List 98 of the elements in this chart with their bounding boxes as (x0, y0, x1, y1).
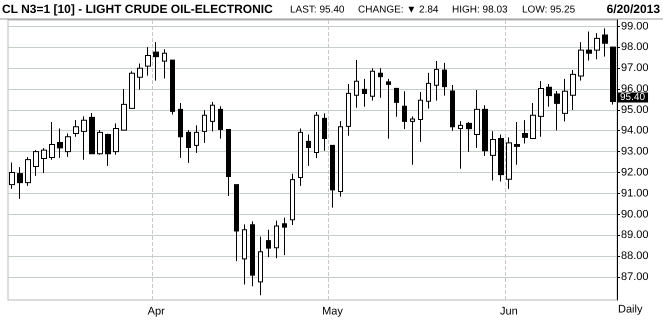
candlestick (338, 120, 343, 198)
candlestick (274, 220, 279, 259)
candlestick (394, 88, 399, 118)
chart-title: CL N3=1 [10] - LIGHT CRUDE OIL-ELECTRONIC (2, 2, 274, 16)
chart-subtitle: 6/20/2013 (606, 2, 660, 16)
candlestick (17, 166, 23, 200)
candlestick (530, 102, 536, 139)
candlestick (153, 42, 159, 82)
y-tick-label: 94.00 (621, 124, 649, 137)
candlestick (282, 217, 287, 256)
candlestick (322, 112, 327, 152)
candlestick (49, 121, 55, 160)
candlestick (570, 69, 576, 111)
candlestick (602, 28, 608, 58)
candlestick (218, 106, 223, 140)
candlestick (81, 116, 87, 160)
candlestick (186, 130, 191, 164)
candlestick (586, 30, 592, 62)
text: LAST: 95.40 (290, 4, 345, 16)
text: LOW: 95.25 (522, 4, 576, 16)
candlestick (466, 121, 472, 152)
candlestick (298, 128, 303, 186)
candlestick (426, 72, 431, 110)
x-tick-label: Jun (500, 306, 518, 318)
candlestick (378, 68, 383, 98)
candlestick (330, 144, 335, 208)
candlestick (210, 101, 215, 132)
y-tick-label: 90.00 (621, 208, 649, 220)
candlestick (105, 133, 111, 166)
candlestick (290, 173, 295, 226)
candlestick (386, 78, 391, 140)
candlestick (65, 132, 71, 158)
candlestick (514, 121, 520, 166)
candlestick (594, 32, 600, 60)
candlestick (266, 229, 271, 258)
y-tick-label: 89.00 (621, 229, 649, 242)
candlestick (258, 236, 263, 296)
candlestick (402, 90, 407, 130)
y-tick-label: 87.00 (621, 271, 649, 284)
candlestick (178, 102, 183, 158)
candlestick (346, 83, 351, 136)
candlestick (57, 128, 63, 158)
text: 95.40 (620, 92, 646, 103)
candlestick (170, 59, 175, 115)
x-axis-title: Daily (618, 304, 643, 316)
candlestick (129, 70, 135, 110)
candlestick (554, 90, 560, 131)
candlestick (474, 90, 480, 148)
y-tick-label: 98.00 (621, 41, 649, 54)
x-tick-label: May (322, 306, 344, 318)
candlestick (25, 156, 31, 186)
candlestick (546, 83, 552, 108)
candlestick (306, 134, 311, 166)
y-tick-label: 99.00 (621, 20, 649, 32)
candlestick (137, 62, 143, 90)
candlestick (522, 120, 528, 144)
y-tick-label: 91.00 (621, 187, 649, 200)
candlestick (538, 80, 544, 138)
y-tick-label: 93.00 (621, 146, 649, 158)
x-tick-label: Apr (148, 306, 166, 318)
candlestick (506, 136, 512, 190)
candlestick (450, 84, 455, 132)
candlestick (97, 130, 103, 156)
text: CHANGE: ▼ 2.84 (358, 4, 439, 16)
candlestick (145, 46, 151, 76)
text: HIGH: 98.03 (452, 4, 508, 16)
candlestick (250, 220, 255, 287)
candlestick (41, 148, 47, 174)
candlestick (234, 184, 239, 262)
y-tick-label: 95.00 (621, 104, 649, 116)
candlestick (562, 78, 568, 122)
candlestick (73, 120, 79, 138)
candlestick (482, 104, 488, 156)
candlestick (9, 162, 15, 190)
y-tick-label: 88.00 (621, 250, 649, 262)
candlestick (458, 120, 463, 170)
candlestick (202, 110, 207, 144)
candlestick (418, 91, 423, 142)
candlestick (113, 122, 119, 156)
candlestick (490, 130, 496, 181)
candlestick (162, 48, 167, 80)
candlestick (226, 128, 231, 196)
y-tick-label: 92.00 (621, 166, 649, 179)
candlestick (442, 62, 447, 96)
candlestick (242, 224, 247, 286)
candlestick (314, 111, 319, 159)
candlestick (434, 60, 439, 102)
candlestick (370, 68, 375, 102)
candlestick (194, 124, 199, 154)
candlestick (354, 59, 359, 108)
candlestick (410, 116, 415, 166)
candlestick (89, 112, 95, 155)
candlestick (578, 42, 584, 82)
candlestick (121, 88, 127, 131)
candlestick (362, 78, 367, 108)
candlestick (33, 150, 39, 176)
y-tick-label: 97.00 (621, 62, 649, 74)
candlestick (498, 134, 504, 182)
